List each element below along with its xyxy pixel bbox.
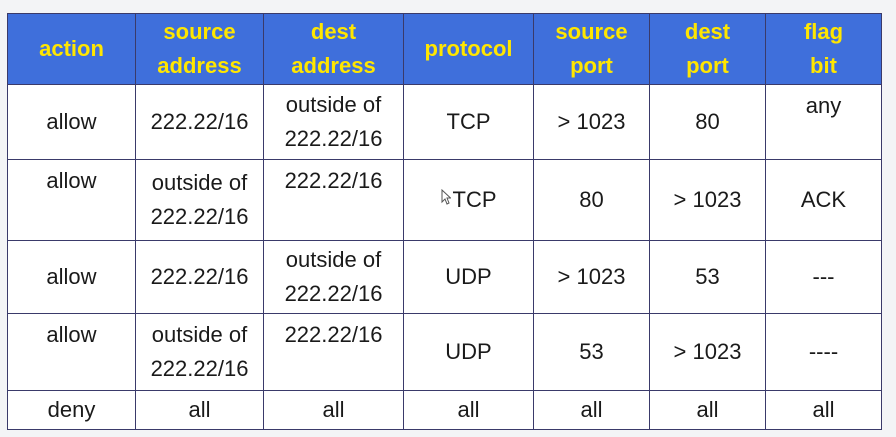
cell-protocol: TCP [403, 159, 534, 241]
cell-source-port: 80 [533, 159, 650, 241]
firewall-rules-table: action source address dest address proto… [7, 13, 882, 430]
cell-source-address: all [135, 390, 264, 430]
cell-flag-bit: any [765, 84, 882, 160]
cell-dest-address: outside of 222.22/16 [263, 240, 404, 314]
cell-flag-bit: all [765, 390, 882, 430]
header-source-address: source address [135, 13, 264, 85]
cell-source-port: > 1023 [533, 240, 650, 314]
cell-source-port: > 1023 [533, 84, 650, 160]
cell-action: deny [7, 390, 136, 430]
table-row: allow 222.22/16 outside of 222.22/16 TCP… [7, 84, 882, 160]
cell-source-port: 53 [533, 313, 650, 391]
cell-flag-bit: ---- [765, 313, 882, 391]
table-row: allow outside of 222.22/16 222.22/16 UDP… [7, 313, 882, 391]
mouse-pointer-icon [441, 189, 451, 205]
cell-source-port: all [533, 390, 650, 430]
header-protocol: protocol [403, 13, 534, 85]
header-dest-port: dest port [649, 13, 766, 85]
cell-protocol: TCP [403, 84, 534, 160]
cell-dest-address: 222.22/16 [263, 159, 404, 241]
cell-flag-bit: --- [765, 240, 882, 314]
cell-protocol: UDP [403, 313, 534, 391]
cell-dest-port: 80 [649, 84, 766, 160]
table-row: deny all all all all all all [7, 390, 882, 430]
cell-action: allow [7, 240, 136, 314]
header-source-port: source port [533, 13, 650, 85]
cell-source-address: outside of 222.22/16 [135, 313, 264, 391]
cell-protocol: UDP [403, 240, 534, 314]
header-action: action [7, 13, 136, 85]
cell-source-address: 222.22/16 [135, 240, 264, 314]
cell-dest-address: outside of 222.22/16 [263, 84, 404, 160]
cell-source-address: 222.22/16 [135, 84, 264, 160]
cell-dest-address: 222.22/16 [263, 313, 404, 391]
cell-action: allow [7, 159, 136, 241]
table-row: allow 222.22/16 outside of 222.22/16 UDP… [7, 240, 882, 314]
header-dest-address: dest address [263, 13, 404, 85]
firewall-rules-table-container: action source address dest address proto… [7, 13, 882, 430]
cell-dest-port: all [649, 390, 766, 430]
header-flag-bit: flag bit [765, 13, 882, 85]
cell-dest-port: 53 [649, 240, 766, 314]
cell-protocol: all [403, 390, 534, 430]
table-row: allow outside of 222.22/16 222.22/16 TCP… [7, 159, 882, 241]
header-row: action source address dest address proto… [7, 13, 882, 85]
cell-flag-bit: ACK [765, 159, 882, 241]
cell-dest-address: all [263, 390, 404, 430]
cell-action: allow [7, 84, 136, 160]
cell-action: allow [7, 313, 136, 391]
cell-source-address: outside of 222.22/16 [135, 159, 264, 241]
cell-dest-port: > 1023 [649, 313, 766, 391]
cell-dest-port: > 1023 [649, 159, 766, 241]
